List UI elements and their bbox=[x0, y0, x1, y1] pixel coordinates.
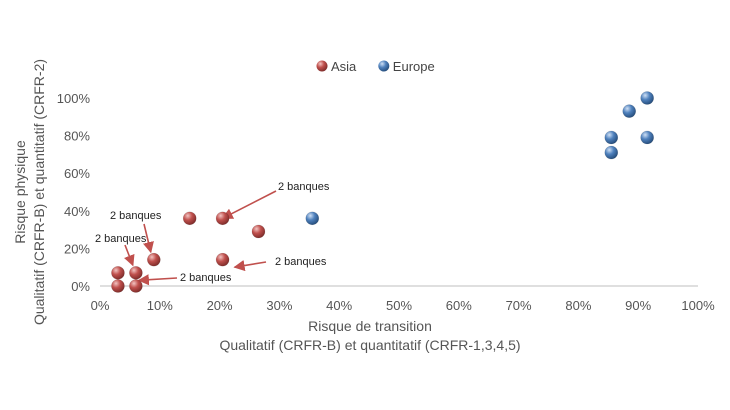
x-tick-label: 90% bbox=[625, 298, 651, 313]
data-point-europe bbox=[622, 104, 637, 118]
y-tick-label: 20% bbox=[64, 241, 90, 256]
annotation: 2 banques bbox=[95, 233, 147, 267]
data-points bbox=[111, 91, 654, 293]
x-tick-label: 80% bbox=[565, 298, 591, 313]
annotation: 2 banques bbox=[221, 181, 330, 220]
x-tick-label: 0% bbox=[91, 298, 110, 313]
x-axis-title: Risque de transition Qualitatif (CRFR-B) … bbox=[219, 318, 520, 353]
annotation-arrow bbox=[221, 190, 277, 220]
data-point-asia bbox=[182, 211, 197, 226]
x-tick-label: 10% bbox=[147, 298, 173, 313]
data-point-asia bbox=[215, 211, 230, 226]
annotation-label: 2 banques bbox=[110, 210, 162, 222]
x-axis-title-line: Qualitatif (CRFR-B) et quantitatif (CRFR… bbox=[219, 337, 520, 353]
data-point-asia bbox=[147, 252, 161, 267]
data-point-asia bbox=[111, 266, 125, 280]
x-tick-label: 100% bbox=[681, 298, 715, 313]
data-point-asia bbox=[111, 279, 125, 293]
data-point-europe bbox=[604, 145, 619, 160]
y-tick-label: 100% bbox=[57, 91, 91, 106]
annotation: 2 banques bbox=[137, 272, 232, 286]
legend-marker bbox=[378, 60, 390, 72]
annotation: 2 banques bbox=[233, 256, 327, 272]
legend: Asia Europe bbox=[316, 59, 435, 74]
data-point-europe bbox=[640, 130, 654, 145]
x-tick-label: 60% bbox=[446, 298, 472, 313]
legend-marker bbox=[316, 60, 328, 72]
data-point-europe bbox=[640, 91, 654, 105]
annotation-arrow bbox=[233, 260, 267, 272]
x-axis-title-line: Risque de transition bbox=[308, 318, 432, 334]
legend-label: Europe bbox=[393, 59, 435, 74]
x-tick-label: 40% bbox=[326, 298, 352, 313]
annotation: 2 banques bbox=[110, 210, 162, 254]
y-tick-label: 60% bbox=[64, 166, 90, 181]
data-point-asia bbox=[251, 224, 266, 239]
data-point-asia bbox=[129, 279, 143, 293]
y-axis-title-line: Qualitatif (CRFR-B) et quantitatif (CRFR… bbox=[31, 59, 47, 325]
x-tick-label: 30% bbox=[266, 298, 292, 313]
y-tick-label: 0% bbox=[71, 279, 90, 294]
annotation-label: 2 banques bbox=[275, 256, 327, 268]
data-point-europe bbox=[604, 130, 619, 145]
legend-item-europe: Europe bbox=[378, 59, 435, 74]
annotation-arrow bbox=[143, 223, 154, 254]
x-tick-label: 70% bbox=[506, 298, 532, 313]
y-tick-label: 40% bbox=[64, 204, 90, 219]
y-axis-title: Risque physique Qualitatif (CRFR-B) et qu… bbox=[12, 59, 47, 325]
legend-item-asia: Asia bbox=[316, 59, 357, 74]
annotation-label: 2 banques bbox=[95, 233, 147, 245]
data-point-europe bbox=[305, 211, 320, 226]
y-axis-title-line: Risque physique bbox=[12, 140, 28, 244]
y-tick-label: 80% bbox=[64, 129, 90, 144]
x-tick-label: 50% bbox=[386, 298, 412, 313]
data-point-asia bbox=[215, 252, 230, 267]
annotation-arrow bbox=[137, 274, 178, 286]
annotation-label: 2 banques bbox=[180, 272, 232, 284]
annotations: 2 banques 2 banques 2 banques 2 banques 2 ba… bbox=[95, 181, 330, 286]
x-tick-label: 20% bbox=[207, 298, 233, 313]
axes: 0% 10% 20% 30% 40% 50% 60% 70% 80% 90% 100% 0% 20% 40… bbox=[57, 91, 715, 313]
legend-label: Asia bbox=[331, 59, 357, 74]
data-point-asia bbox=[129, 266, 143, 280]
annotation-label: 2 banques bbox=[278, 181, 330, 193]
annotation-arrow bbox=[124, 244, 135, 267]
